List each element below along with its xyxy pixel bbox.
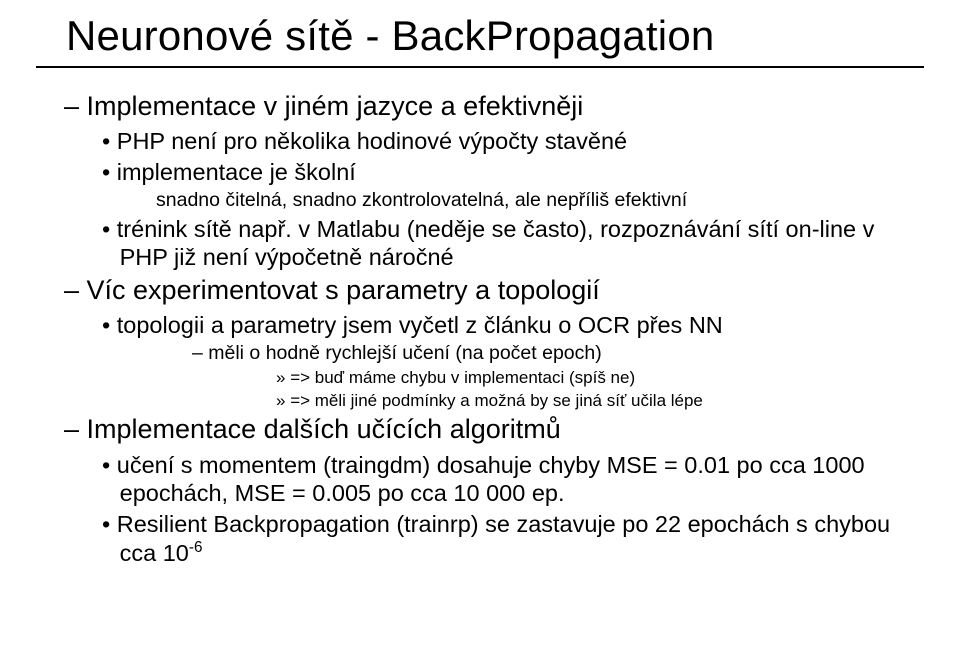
- bullet-level-2: učení s momentem (traingdm) dosahuje chy…: [102, 451, 924, 508]
- bullet-level-1: Implementace v jiném jazyce a efektivněj…: [64, 90, 924, 123]
- bullet-level-5: => měli jiné podmínky a možná by se jiná…: [276, 391, 924, 412]
- title-rule: [36, 66, 924, 68]
- bullet-level-2: implementace je školní: [102, 158, 924, 187]
- bullet-level-2: topologii a parametry jsem vyčetl z člán…: [102, 311, 924, 340]
- bullet-level-1: Víc experimentovat s parametry a topolog…: [64, 274, 924, 307]
- bullet-level-3: snadno čitelná, snadno zkontrolovatelná,…: [156, 189, 924, 213]
- bullet-level-1: Implementace dalších učících algoritmů: [64, 413, 924, 446]
- bullet-level-2: Resilient Backpropagation (trainrp) se z…: [102, 510, 924, 567]
- slide-content: Implementace v jiném jazyce a efektivněj…: [36, 90, 924, 567]
- bullet-level-4: měli o hodně rychlejší učení (na počet e…: [192, 342, 924, 366]
- bullet-level-5: => buď máme chybu v implementaci (spíš n…: [276, 368, 924, 389]
- bullet-level-2: trénink sítě např. v Matlabu (neděje se …: [102, 215, 924, 272]
- slide-title: Neuronové sítě - BackPropagation: [66, 12, 924, 60]
- bullet-level-2: PHP není pro několika hodinové výpočty s…: [102, 127, 924, 156]
